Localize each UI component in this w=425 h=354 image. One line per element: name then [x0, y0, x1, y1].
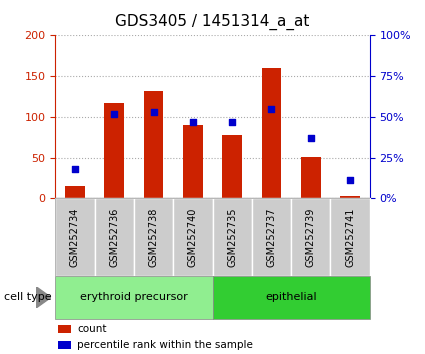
Bar	[212, 276, 370, 319]
Bar	[134, 198, 173, 276]
Bar	[301, 157, 320, 198]
Bar	[252, 198, 291, 276]
Text: GDS3405 / 1451314_a_at: GDS3405 / 1451314_a_at	[115, 14, 310, 30]
Text: erythroid precursor: erythroid precursor	[80, 292, 188, 302]
Bar	[58, 341, 71, 349]
Bar	[212, 198, 252, 276]
Text: count: count	[77, 324, 107, 334]
Bar	[144, 91, 163, 198]
Text: GSM252735: GSM252735	[227, 207, 237, 267]
Bar	[183, 125, 203, 198]
Text: cell type: cell type	[4, 292, 52, 302]
Bar	[58, 325, 71, 333]
Bar	[65, 186, 85, 198]
Bar	[55, 276, 212, 319]
Text: GSM252737: GSM252737	[266, 207, 277, 267]
Text: GSM252736: GSM252736	[109, 207, 119, 267]
Bar	[94, 198, 134, 276]
Point	[71, 166, 78, 172]
Text: GSM252741: GSM252741	[345, 207, 355, 267]
Text: percentile rank within the sample: percentile rank within the sample	[77, 340, 253, 350]
Bar	[340, 196, 360, 198]
Point	[268, 106, 275, 112]
Point	[190, 119, 196, 125]
Point	[111, 111, 118, 116]
Point	[347, 177, 354, 183]
Point	[307, 135, 314, 141]
Bar	[262, 68, 281, 198]
Bar	[291, 198, 331, 276]
Text: GSM252738: GSM252738	[148, 207, 159, 267]
Bar	[173, 198, 212, 276]
Text: GSM252739: GSM252739	[306, 207, 316, 267]
Point	[150, 109, 157, 115]
Bar	[331, 198, 370, 276]
Text: epithelial: epithelial	[265, 292, 317, 302]
Polygon shape	[36, 287, 51, 308]
Bar	[222, 135, 242, 198]
Bar	[105, 103, 124, 198]
Point	[229, 119, 235, 125]
Text: GSM252740: GSM252740	[188, 207, 198, 267]
Bar	[55, 198, 94, 276]
Text: GSM252734: GSM252734	[70, 207, 80, 267]
